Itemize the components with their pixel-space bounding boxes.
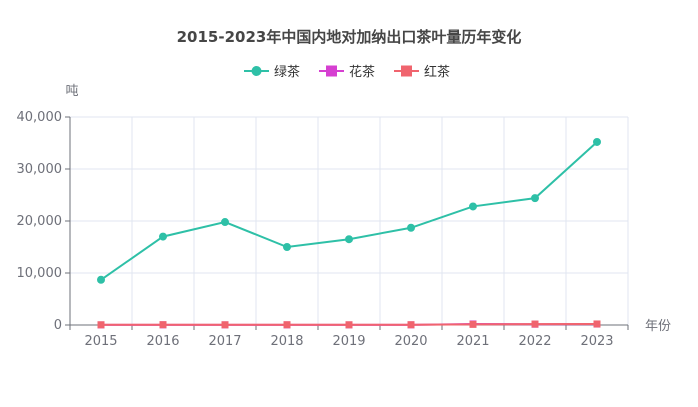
x-tick-label: 2019 bbox=[332, 334, 365, 349]
series-line bbox=[100, 141, 598, 281]
x-tick-label: 2016 bbox=[146, 334, 179, 349]
x-tick-label: 2021 bbox=[456, 334, 489, 349]
y-tick-label: 0 bbox=[54, 318, 62, 333]
data-point[interactable] bbox=[593, 137, 601, 146]
x-axis-label: 年份 bbox=[645, 319, 671, 334]
data-point[interactable] bbox=[283, 243, 291, 251]
series-3 bbox=[97, 320, 601, 329]
data-point[interactable] bbox=[407, 321, 415, 329]
data-point[interactable] bbox=[221, 321, 229, 329]
x-tick-label: 2017 bbox=[208, 334, 241, 349]
data-point[interactable] bbox=[97, 275, 105, 284]
data-point[interactable] bbox=[283, 321, 291, 329]
legend[interactable]: 绿茶 花茶 红茶 bbox=[244, 64, 450, 80]
x-tick-label: 2023 bbox=[580, 334, 613, 349]
series-1 bbox=[97, 137, 601, 284]
y-axis-label: 吨 bbox=[65, 84, 78, 99]
x-tick-label: 2018 bbox=[270, 334, 303, 349]
data-point[interactable] bbox=[221, 218, 229, 227]
axes: 0 10,000 20,000 30,000 40,000 2015 2016 2017 201… bbox=[17, 110, 629, 349]
legend-marker bbox=[251, 66, 262, 76]
data-point[interactable] bbox=[469, 320, 477, 328]
legend-item[interactable]: 红茶 bbox=[394, 64, 450, 80]
data-point[interactable] bbox=[593, 320, 601, 328]
legend-label: 绿茶 bbox=[274, 64, 300, 80]
grid bbox=[69, 116, 629, 325]
data-point[interactable] bbox=[345, 235, 353, 244]
y-tick-label: 40,000 bbox=[17, 110, 63, 125]
y-tick-label: 10,000 bbox=[17, 266, 63, 281]
x-tick-label: 2015 bbox=[84, 334, 117, 349]
legend-item[interactable]: 绿茶 bbox=[244, 64, 300, 80]
y-tick-label: 20,000 bbox=[17, 214, 63, 229]
chart-title: 2015-2023年中国内地对加纳出口茶叶量历年变化 bbox=[177, 28, 522, 46]
data-point[interactable] bbox=[407, 223, 415, 232]
x-tick-label: 2022 bbox=[518, 334, 551, 349]
legend-item[interactable]: 花茶 bbox=[319, 64, 375, 80]
data-point[interactable] bbox=[469, 202, 477, 211]
data-point[interactable] bbox=[159, 232, 167, 241]
data-point[interactable] bbox=[531, 194, 539, 203]
legend-marker bbox=[401, 65, 412, 77]
legend-label: 花茶 bbox=[349, 64, 375, 80]
data-point[interactable] bbox=[159, 321, 167, 329]
x-tick-label: 2020 bbox=[394, 334, 427, 349]
series-layer bbox=[97, 137, 601, 329]
legend-marker bbox=[326, 65, 337, 77]
data-point[interactable] bbox=[345, 321, 353, 329]
legend-label: 红茶 bbox=[424, 64, 450, 80]
data-point[interactable] bbox=[531, 320, 539, 328]
data-point[interactable] bbox=[97, 321, 105, 329]
y-tick-label: 30,000 bbox=[17, 162, 63, 177]
